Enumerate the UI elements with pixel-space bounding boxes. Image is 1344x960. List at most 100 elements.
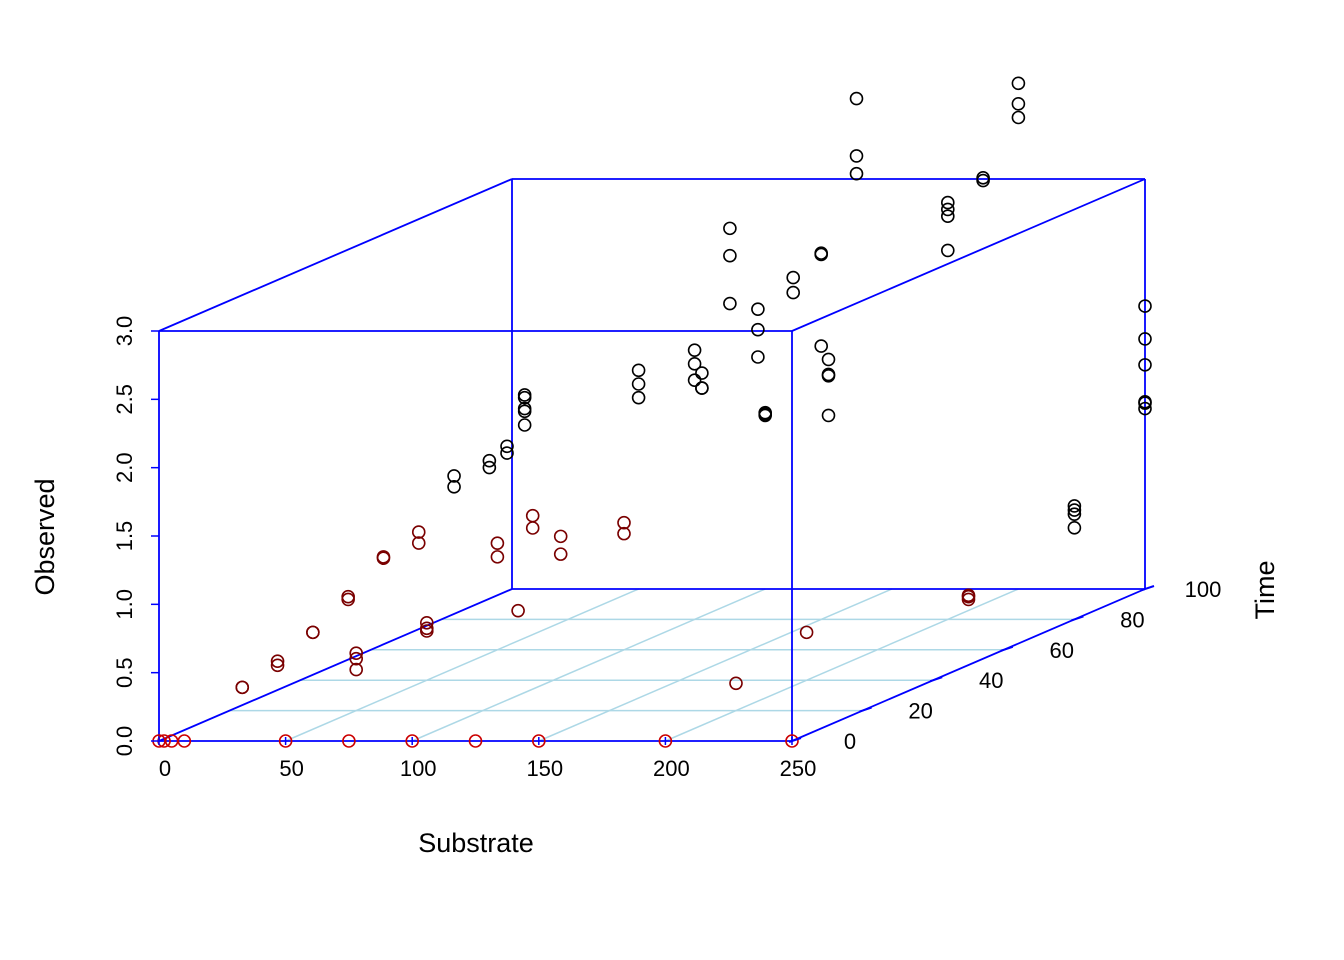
data-point: [1138, 299, 1152, 313]
box-edge: [158, 178, 513, 332]
data-point: [419, 615, 434, 630]
data-point: [411, 536, 426, 550]
data-point: [306, 625, 320, 640]
bounding-box: [158, 178, 1146, 742]
z-tick-label: 2.0: [112, 452, 137, 483]
data-point: [785, 734, 799, 748]
data-point: [341, 589, 355, 604]
data-point: [695, 366, 709, 380]
floor-grid-line: [538, 588, 893, 742]
data-point: [821, 367, 836, 382]
data-point: [940, 243, 955, 258]
data-point: [517, 418, 532, 432]
data-point: [723, 248, 737, 263]
y-axis-title: Time: [1250, 561, 1280, 620]
data-point: [553, 547, 568, 561]
data-point: [342, 734, 356, 748]
data-point: [658, 734, 673, 748]
data-point: [349, 646, 364, 661]
data-point: [723, 296, 737, 311]
data-point: [1011, 110, 1026, 125]
data-point: [419, 621, 434, 636]
data-point: [821, 408, 836, 423]
data-point: [1067, 499, 1082, 513]
data-point: [1011, 97, 1026, 111]
data-point: [447, 480, 461, 494]
data-point: [1138, 358, 1152, 372]
y-tick-mark: [788, 737, 802, 743]
floor-grid-line: [411, 588, 766, 742]
data-point: [411, 525, 426, 539]
z-tick-label: 2.5: [112, 384, 137, 415]
data-point: [976, 171, 990, 185]
x-tick-label: 50: [279, 756, 303, 781]
y-tick-mark: [859, 706, 872, 713]
x-tick-label: 0: [159, 756, 171, 781]
data-point: [821, 352, 836, 367]
data-point: [490, 550, 505, 564]
box-edge: [158, 588, 513, 742]
data-point: [1138, 332, 1152, 346]
data-point: [1011, 76, 1026, 91]
box-edge: [791, 588, 1146, 742]
y-tick-label: 100: [1185, 577, 1222, 602]
data-point: [349, 662, 364, 677]
data-point: [799, 625, 814, 640]
y-tick-label: 60: [1050, 638, 1074, 663]
data-point: [511, 603, 525, 618]
axis-ticks: 0 50 100 150 200 250 0.0 0.5 1.0 1.5 2.0 2.5 3.0 0 20 4…: [112, 316, 1221, 781]
data-point: [525, 508, 540, 523]
y-tick-mark: [1141, 585, 1155, 591]
data-point: [687, 373, 702, 388]
data-point: [849, 91, 864, 106]
data-point: [849, 149, 864, 163]
data-point: [631, 377, 646, 391]
data-point: [376, 550, 391, 564]
data-point: [940, 209, 955, 224]
data-points: [152, 76, 1152, 748]
data-point: [695, 381, 709, 395]
data-point: [631, 390, 646, 405]
data-point: [758, 405, 773, 420]
data-point: [525, 521, 540, 535]
x-tick-label: 250: [780, 756, 817, 781]
x-tick-label: 100: [400, 756, 437, 781]
data-point: [341, 592, 355, 607]
data-point: [687, 357, 702, 371]
data-point: [468, 734, 483, 748]
box-edge: [791, 178, 1146, 332]
data-point: [517, 404, 532, 419]
data-point: [814, 339, 829, 353]
data-point: [687, 343, 702, 357]
data-point: [500, 439, 514, 454]
data-point: [723, 221, 737, 236]
data-point: [482, 460, 497, 475]
data-point: [961, 588, 976, 603]
data-point: [786, 285, 801, 300]
data-point: [1067, 503, 1082, 517]
z-axis-title: Observed: [30, 478, 60, 595]
z-tick-label: 0.5: [112, 657, 137, 688]
data-point: [553, 529, 568, 544]
data-point: [517, 388, 532, 402]
y-tick-label: 20: [908, 699, 932, 724]
y-tick-label: 80: [1120, 607, 1144, 632]
data-point: [617, 526, 631, 541]
data-point: [278, 734, 293, 748]
z-tick-label: 0.0: [112, 726, 137, 757]
y-tick-label: 40: [979, 668, 1003, 693]
data-point: [751, 322, 765, 337]
data-point: [531, 734, 546, 748]
x-axis-title: Substrate: [418, 828, 534, 858]
data-point: [349, 651, 364, 666]
data-point: [814, 247, 829, 262]
z-tick-label: 1.5: [112, 521, 137, 552]
data-point: [940, 195, 955, 210]
data-point: [631, 363, 646, 378]
floor-grid: [229, 588, 1075, 742]
y-tick-mark: [929, 676, 943, 683]
data-point: [1067, 507, 1082, 521]
data-point: [270, 654, 285, 669]
data-point: [235, 680, 250, 695]
